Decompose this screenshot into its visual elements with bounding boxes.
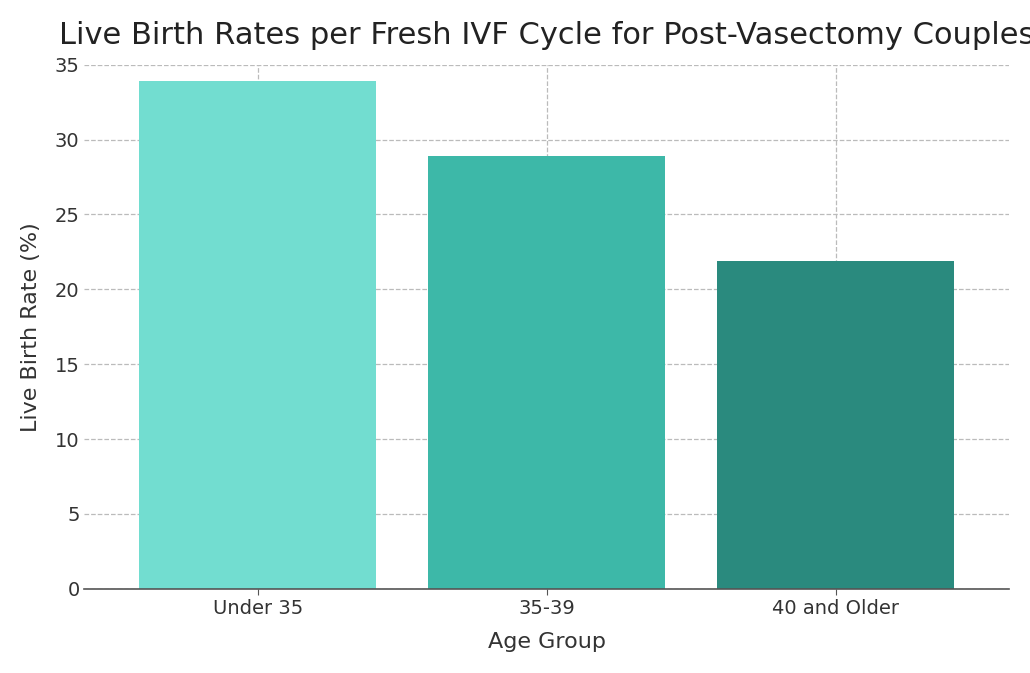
Bar (428, 156, 665, 589)
Bar (139, 81, 376, 589)
Bar (717, 261, 954, 589)
Title: Live Birth Rates per Fresh IVF Cycle for Post-Vasectomy Couples: Live Birth Rates per Fresh IVF Cycle for… (59, 21, 1030, 50)
X-axis label: Age Group: Age Group (488, 632, 606, 652)
Y-axis label: Live Birth Rate (%): Live Birth Rate (%) (21, 222, 41, 431)
